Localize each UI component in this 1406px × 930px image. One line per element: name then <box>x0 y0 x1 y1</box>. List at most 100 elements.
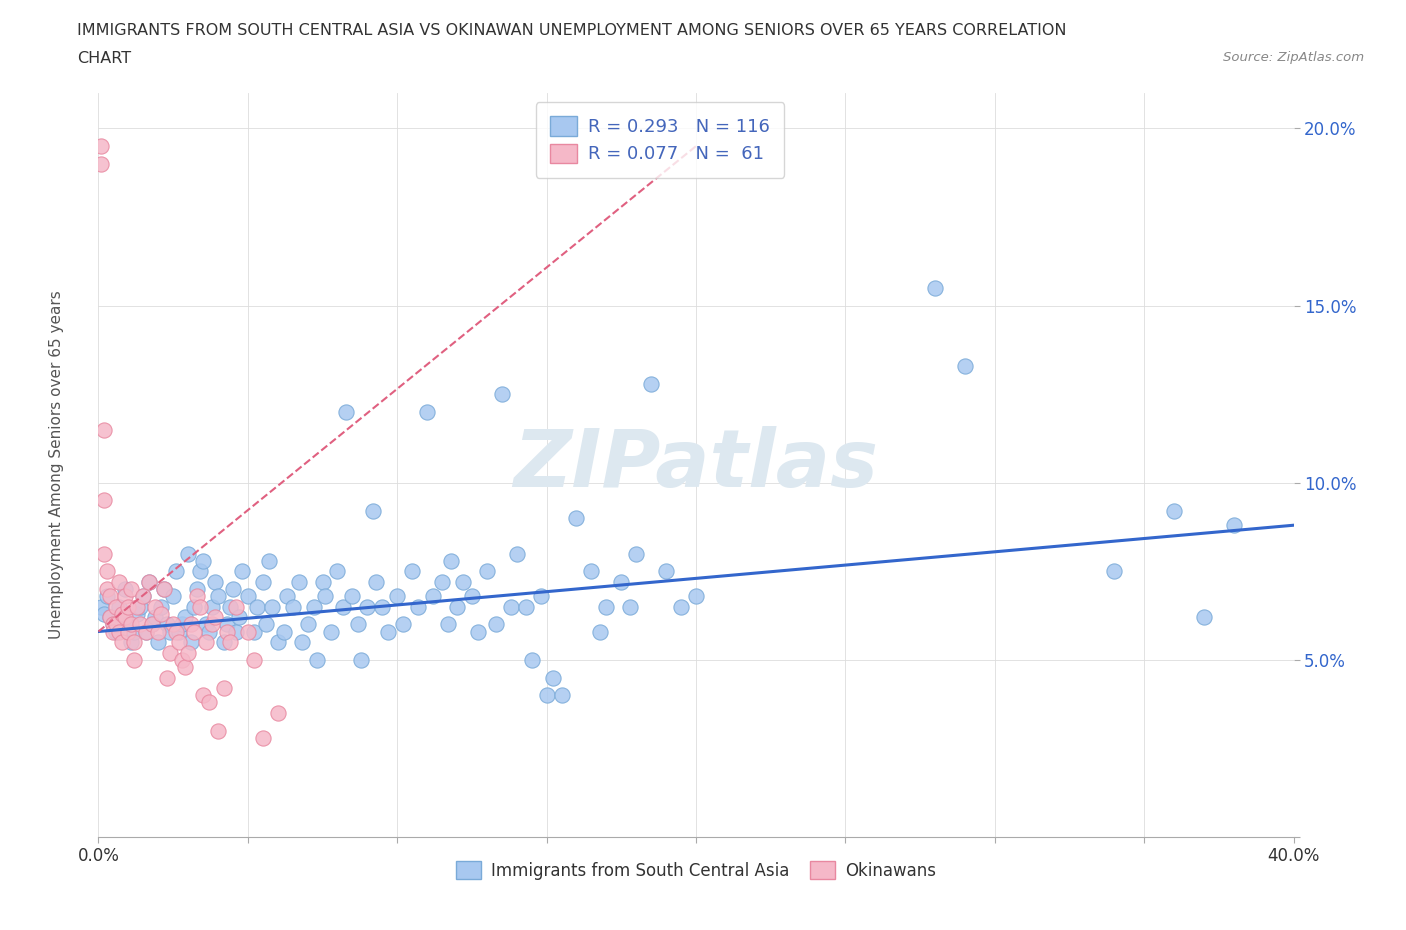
Point <box>610 575 633 590</box>
Point <box>132 589 155 604</box>
Point <box>273 624 295 639</box>
Point <box>254 617 277 631</box>
Point <box>371 599 394 614</box>
Point <box>103 617 125 631</box>
Point <box>114 589 136 604</box>
Point <box>589 624 612 639</box>
Point <box>212 634 235 649</box>
Point <box>276 589 298 604</box>
Point <box>141 617 163 631</box>
Point <box>167 624 190 639</box>
Point <box>260 599 283 614</box>
Point <box>222 581 245 596</box>
Point <box>156 671 179 685</box>
Point <box>252 575 274 590</box>
Point <box>198 695 221 710</box>
Point <box>132 589 155 604</box>
Point <box>267 634 290 649</box>
Point <box>1192 610 1215 625</box>
Point <box>198 624 221 639</box>
Point <box>108 575 131 590</box>
Point <box>297 617 319 631</box>
Point <box>321 624 343 639</box>
Point <box>93 493 115 508</box>
Point <box>215 624 238 639</box>
Point <box>201 617 224 631</box>
Point <box>111 634 134 649</box>
Point <box>165 564 187 578</box>
Point <box>640 376 662 391</box>
Point <box>366 575 388 590</box>
Point <box>174 659 197 674</box>
Point <box>225 599 247 614</box>
Point <box>191 553 214 568</box>
Point <box>177 546 200 561</box>
Point <box>953 358 976 373</box>
Point <box>103 624 125 639</box>
Point <box>138 575 160 590</box>
Point <box>162 589 184 604</box>
Point <box>485 617 508 631</box>
Point <box>135 624 157 639</box>
Point <box>96 589 118 604</box>
Point <box>467 624 489 639</box>
Point <box>626 546 648 561</box>
Point <box>111 606 134 621</box>
Point <box>156 617 179 631</box>
Point <box>246 599 269 614</box>
Point <box>90 139 112 153</box>
Point <box>315 589 337 604</box>
Point <box>219 599 242 614</box>
Point <box>159 645 181 660</box>
Point <box>291 634 314 649</box>
Point <box>332 599 354 614</box>
Point <box>243 624 266 639</box>
Point <box>93 546 115 561</box>
Point <box>1104 564 1126 578</box>
Point <box>195 617 218 631</box>
Text: ZIPatlas: ZIPatlas <box>513 426 879 504</box>
Point <box>231 564 253 578</box>
Point <box>342 589 364 604</box>
Point <box>541 671 564 685</box>
Point <box>165 624 187 639</box>
Point <box>440 553 463 568</box>
Point <box>491 387 513 402</box>
Point <box>90 599 112 614</box>
Point <box>135 624 157 639</box>
Point <box>108 624 131 639</box>
Point <box>180 634 202 649</box>
Point <box>437 617 460 631</box>
Point <box>430 575 453 590</box>
Point <box>108 599 131 614</box>
Point <box>392 617 415 631</box>
Point <box>129 617 152 631</box>
Point <box>183 624 205 639</box>
Point <box>148 624 170 639</box>
Point <box>180 617 202 631</box>
Point <box>174 610 197 625</box>
Point <box>385 589 409 604</box>
Point <box>377 624 399 639</box>
Point <box>257 553 280 568</box>
Point <box>204 575 226 590</box>
Point <box>159 624 181 639</box>
Point <box>177 645 200 660</box>
Point <box>127 606 149 621</box>
Point <box>401 564 423 578</box>
Point <box>93 422 115 437</box>
Point <box>105 599 128 614</box>
Point <box>120 581 142 596</box>
Point <box>117 617 139 631</box>
Point <box>228 610 250 625</box>
Point <box>215 617 238 631</box>
Point <box>143 610 166 625</box>
Point <box>183 599 205 614</box>
Point <box>207 589 229 604</box>
Point <box>281 599 304 614</box>
Point <box>536 688 558 703</box>
Point <box>117 599 139 614</box>
Point <box>195 634 218 649</box>
Point <box>422 589 444 604</box>
Point <box>150 599 173 614</box>
